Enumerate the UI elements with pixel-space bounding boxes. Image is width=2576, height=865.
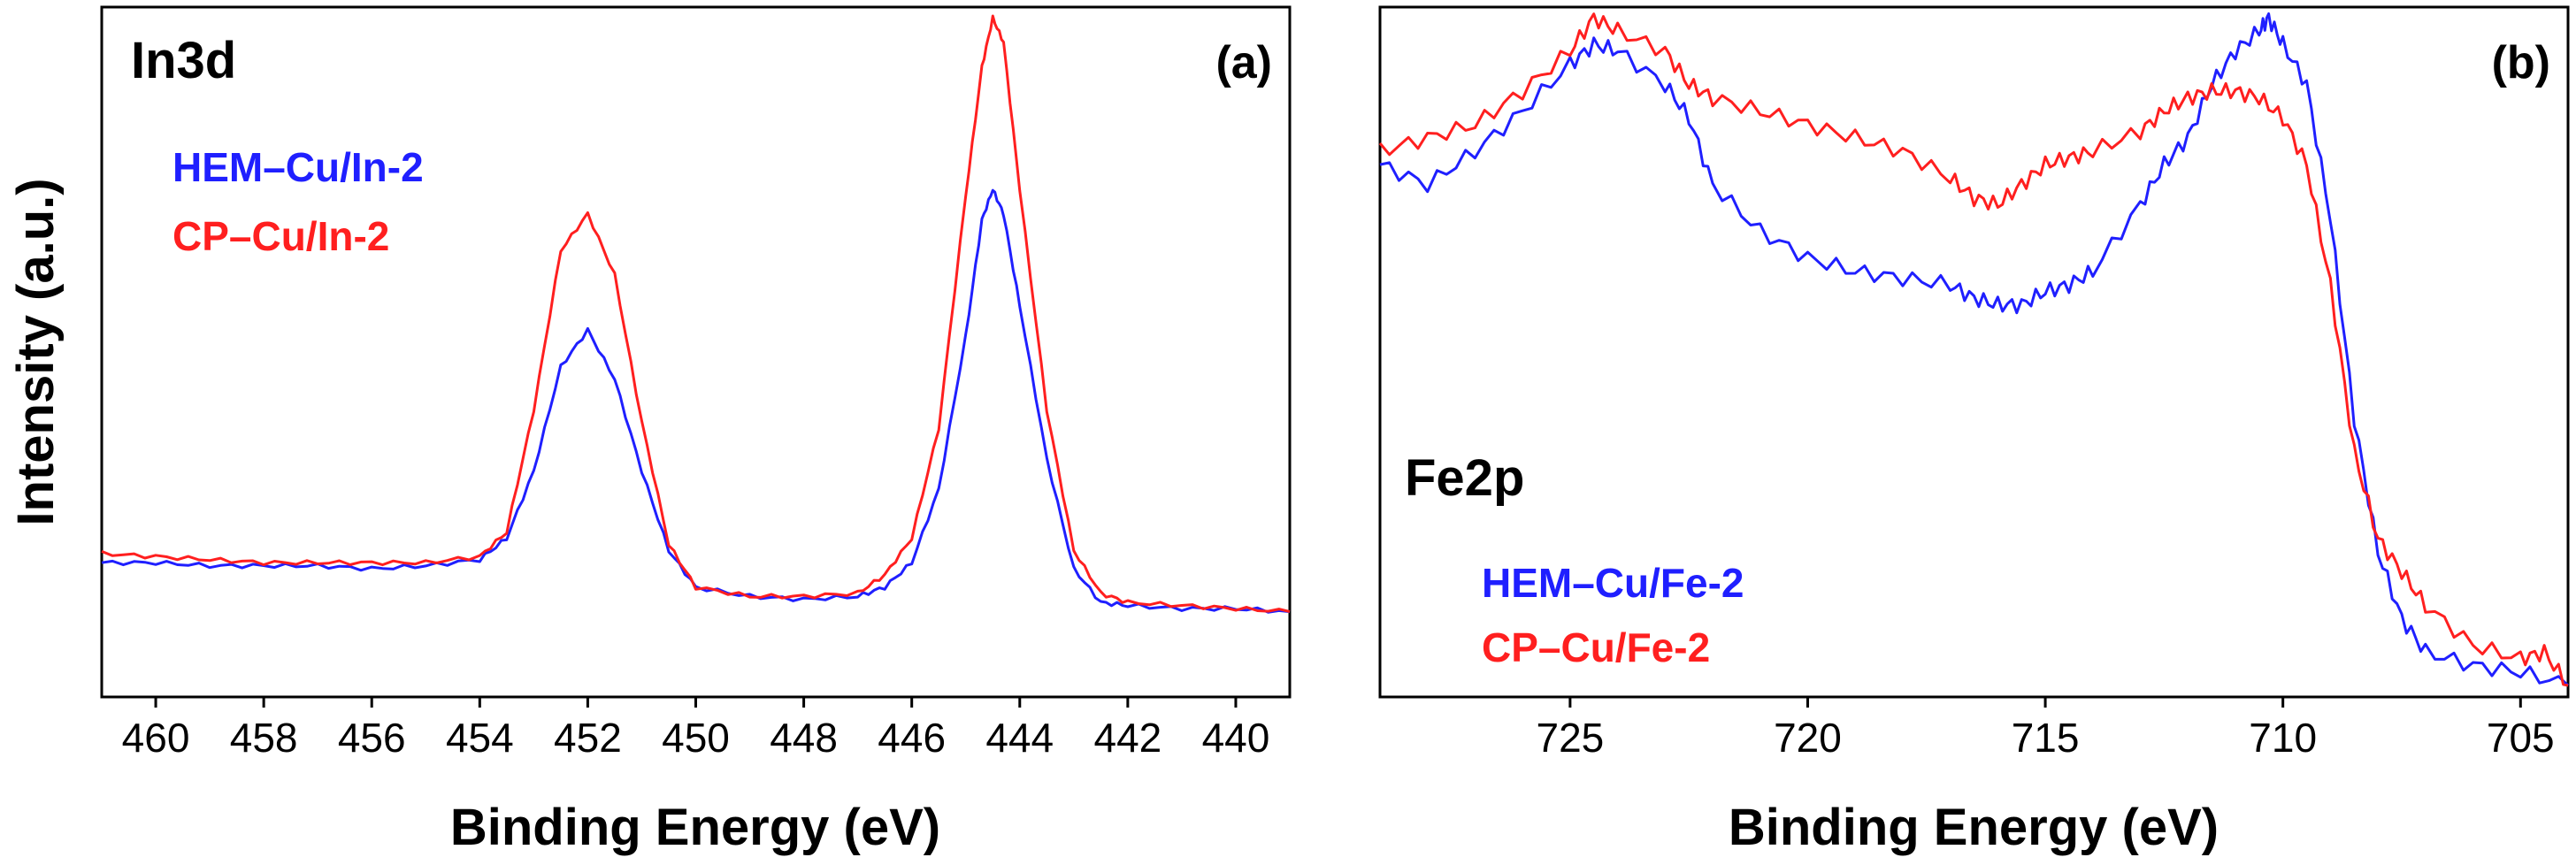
panel-b-legend-cp: CP–Cu/Fe-2: [1482, 624, 1710, 670]
x-tick-label: 458: [230, 715, 298, 761]
panel-a-legend-cp: CP–Cu/In-2: [172, 213, 389, 259]
series-line-cp: [101, 14, 1291, 614]
x-tick-label: 442: [1093, 715, 1162, 761]
panel-b-frame: [1378, 5, 2570, 699]
y-axis-label: Intensity (a.u.): [7, 178, 65, 525]
panel-b-legend-hem: HEM–Cu/Fe-2: [1482, 560, 1744, 606]
panel-a-frame: [100, 5, 1292, 699]
panel-a: 460 458 456 454 452 450 448 446 444 442 440 In3d (…: [100, 5, 1292, 856]
panel-a-legend-hem: HEM–Cu/In-2: [172, 144, 424, 190]
x-tick-label: 452: [554, 715, 622, 761]
panel-a-series: [101, 14, 1291, 614]
x-tick-label: 460: [122, 715, 190, 761]
panel-b-tag: (b): [2492, 37, 2550, 88]
x-tick-label: 705: [2487, 715, 2555, 761]
panel-b-x-ticks: 725 720 715 710 705: [1537, 697, 2555, 761]
panel-a-x-ticks: 460 458 456 454 452 450 448 446 444 442 440: [122, 697, 1270, 761]
x-tick-label: 450: [662, 715, 730, 761]
x-tick-label: 715: [2012, 715, 2080, 761]
panel-a-title: In3d: [131, 32, 236, 89]
series-line-cp: [1378, 12, 2569, 687]
x-tick-label: 446: [878, 715, 946, 761]
panel-a-tag: (a): [1215, 37, 1272, 88]
panel-b-title: Fe2p: [1405, 449, 1524, 507]
panel-b: 725 720 715 710 705 (b) Fe2p HEM–Cu/Fe-2 CP–…: [1378, 5, 2570, 856]
series-line-hem: [1379, 12, 2570, 687]
x-tick-label: 444: [985, 715, 1054, 761]
panel-a-x-axis-label: Binding Energy (eV): [450, 799, 940, 856]
x-tick-label: 456: [338, 715, 406, 761]
x-tick-label: 440: [1202, 715, 1270, 761]
panel-b-series: [1378, 12, 2570, 687]
x-tick-label: 710: [2249, 715, 2317, 761]
x-tick-label: 454: [446, 715, 514, 761]
x-tick-label: 725: [1537, 715, 1605, 761]
panel-b-x-axis-label: Binding Energy (eV): [1729, 799, 2219, 856]
x-tick-label: 720: [1774, 715, 1842, 761]
x-tick-label: 448: [770, 715, 838, 761]
